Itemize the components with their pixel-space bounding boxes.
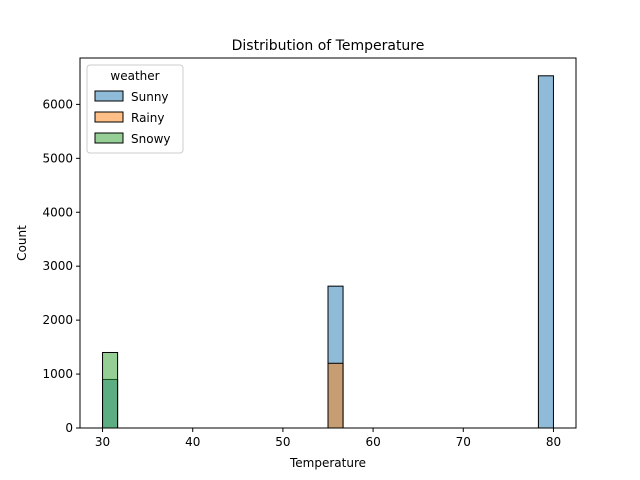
chart-title: Distribution of Temperature xyxy=(232,38,425,54)
legend-label-snowy: Snowy xyxy=(131,132,170,146)
bars-group xyxy=(102,75,554,429)
x-tick-label: 80 xyxy=(546,435,561,449)
axes-frame xyxy=(79,57,577,429)
y-tick-label: 1000 xyxy=(42,367,73,381)
legend-label-rainy: Rainy xyxy=(131,111,164,125)
y-tick-label: 0 xyxy=(65,421,73,435)
axes-group: 30 40 50 60 70 80 0 1000 2000 3000 4000 5000 6000 xyxy=(42,57,577,449)
legend-title: weather xyxy=(110,69,159,83)
legend-swatch-sunny xyxy=(94,90,124,102)
y-tick-label: 2000 xyxy=(42,313,73,327)
legend-swatch-rainy xyxy=(94,111,124,123)
y-tick-label: 5000 xyxy=(42,151,73,165)
x-tick-label: 40 xyxy=(185,435,200,449)
y-tick-label: 4000 xyxy=(42,205,73,219)
x-tick-label: 60 xyxy=(365,435,380,449)
x-tick-label: 50 xyxy=(275,435,290,449)
y-axis-label: Count xyxy=(15,225,29,261)
x-tick-label: 70 xyxy=(456,435,471,449)
legend: weather Sunny Rainy Snowy xyxy=(86,64,184,154)
legend-box xyxy=(86,64,184,154)
legend-label-sunny: Sunny xyxy=(131,90,169,104)
legend-swatch-snowy xyxy=(94,132,124,144)
y-tick-label: 3000 xyxy=(42,259,73,273)
bar-snowy xyxy=(102,351,119,429)
y-tick-label: 6000 xyxy=(42,97,73,111)
bar-rainy xyxy=(327,362,344,429)
x-tick-label: 30 xyxy=(95,435,110,449)
x-axis-label: Temperature xyxy=(289,456,366,470)
bar-sunny xyxy=(537,75,554,429)
